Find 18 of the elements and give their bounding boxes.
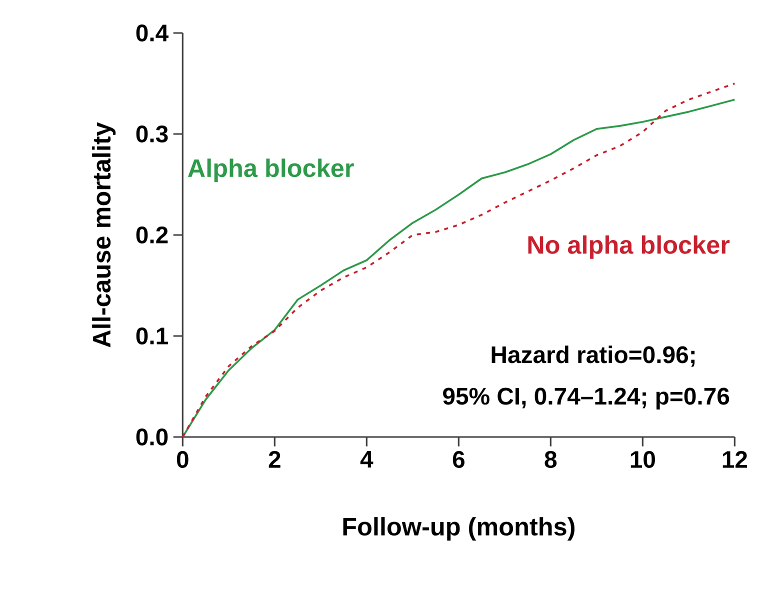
y-tick-label: 0.0: [136, 428, 168, 446]
y-axis-title: All-cause mortality: [92, 122, 116, 348]
annotation: Hazard ratio=0.96;: [492, 346, 695, 367]
y-tick-label: 0.3: [136, 126, 168, 142]
x-tick-label: 12: [722, 451, 748, 468]
x-tick-label: 6: [452, 451, 464, 468]
annotation: 95% CI, 0.74–1.24; p=0.76: [443, 388, 730, 410]
y-tick-label: 0.4: [136, 24, 169, 42]
series-label: No alpha blocker: [528, 235, 730, 259]
y-tick-label: 0.1: [136, 328, 168, 344]
x-tick-label: 10: [630, 451, 655, 468]
y-tick-label: 0.2: [136, 226, 168, 244]
x-tick-label: 8: [544, 451, 557, 468]
x-axis-title: Follow-up (months): [343, 517, 574, 541]
x-tick-label: 2: [268, 451, 280, 468]
x-tick-label: 4: [360, 451, 374, 468]
x-tick-label: 0: [176, 451, 188, 468]
text: Alpha blocker: [188, 158, 354, 182]
